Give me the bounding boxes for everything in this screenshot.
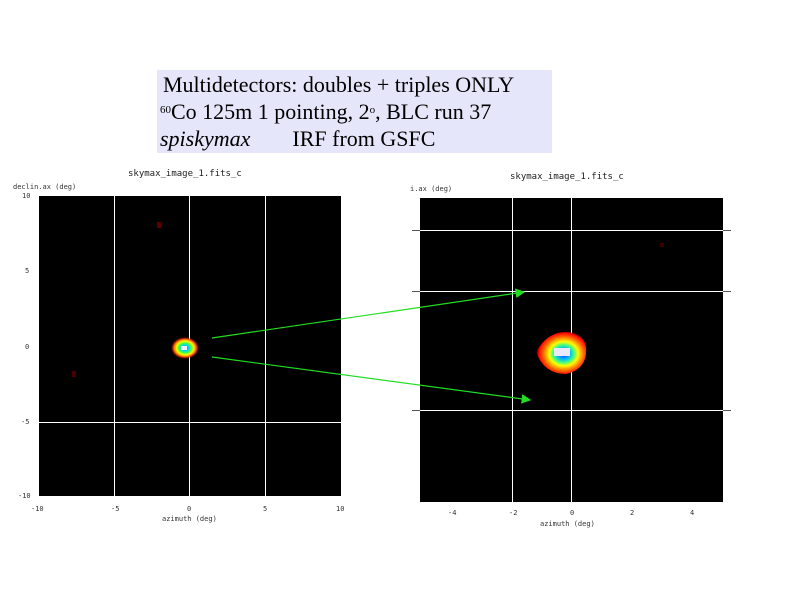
left-heatmap: [72, 222, 199, 377]
grid-line: [420, 291, 723, 292]
faint-source: [72, 371, 76, 377]
left-xtick: -10: [31, 505, 44, 513]
caption-line-2: 60Co 125m 1 pointing, 2o, BLC run 37: [160, 98, 491, 125]
source-core: [181, 346, 187, 350]
tick-mark: [412, 230, 420, 231]
right-plot-xlabel: azimuth (deg): [540, 520, 595, 528]
grid-line: [114, 196, 115, 496]
left-ytick: 5: [25, 267, 30, 275]
left-ytick: -10: [18, 492, 31, 500]
faint-source: [157, 222, 161, 228]
left-plot-ylabel: declin.ax (deg): [13, 183, 77, 191]
left-plot-xlabel: azimuth (deg): [162, 515, 217, 523]
tick-mark: [723, 410, 731, 411]
caption-box: Multidetectors: doubles + triples ONLY 6…: [157, 70, 552, 153]
left-ytick: 0: [25, 343, 30, 351]
left-ytick: -5: [21, 418, 30, 426]
irf-source: IRF from GSFC: [292, 126, 436, 151]
caption-line-2-tail: , BLC run 37: [375, 99, 492, 124]
left-sky-image: [39, 196, 341, 496]
right-heatmap: [536, 243, 664, 374]
caption-line-3: spiskymax IRF from GSFC: [160, 125, 435, 152]
code-name: spiskymax: [160, 126, 251, 151]
left-xtick: 5: [263, 505, 268, 513]
right-xtick: 4: [690, 509, 695, 517]
tick-mark: [412, 410, 420, 411]
right-xtick: 2: [630, 509, 635, 517]
right-sky-image: [420, 198, 723, 502]
caption-line-2-text: Co 125m 1 pointing, 2: [171, 99, 370, 124]
degree-symbol: o: [369, 104, 376, 116]
left-plot-title: skymax_image_1.fits_c: [128, 169, 242, 179]
faint-source: [660, 243, 664, 247]
tick-mark: [723, 230, 731, 231]
grid-line: [265, 196, 266, 496]
right-xtick: -4: [448, 509, 457, 517]
left-xtick: 0: [187, 505, 192, 513]
caption-line-1: Multidetectors: doubles + triples ONLY: [163, 72, 515, 97]
tick-mark: [412, 291, 420, 292]
grid-line: [420, 410, 723, 411]
isotope-mass-number: 60: [160, 104, 171, 116]
right-plot-ylabel: i.ax (deg): [410, 185, 453, 193]
tick-mark: [723, 291, 731, 292]
grid-line: [420, 230, 723, 231]
left-ytick: 10: [22, 192, 31, 200]
grid-line: [512, 198, 513, 502]
source-core: [554, 348, 570, 356]
left-xtick: -5: [111, 505, 120, 513]
grid-line: [39, 422, 341, 423]
left-xtick: 10: [336, 505, 345, 513]
right-xtick: 0: [570, 509, 575, 517]
right-xtick: -2: [509, 509, 518, 517]
right-plot-title: skymax_image_1.fits_c: [510, 172, 624, 182]
